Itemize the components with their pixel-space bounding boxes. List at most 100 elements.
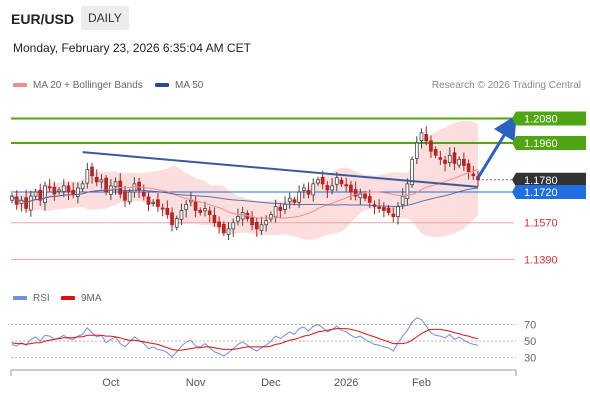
candle-body [462, 158, 466, 166]
legend-ma50: MA 50 [155, 80, 203, 91]
candle-body [236, 216, 240, 222]
candle [174, 215, 179, 231]
legend-rsi-label: RSI [33, 293, 50, 304]
candle-body [353, 189, 358, 197]
candle-body [80, 183, 85, 190]
candle [151, 199, 156, 207]
candle [382, 202, 386, 218]
chart-header: EUR/USD DAILY [0, 0, 590, 36]
candle [344, 177, 349, 192]
rsi-tick-label-50: 50 [524, 336, 536, 348]
legend-ma50-label: MA 50 [175, 80, 204, 91]
candle [429, 135, 433, 158]
candle [85, 162, 90, 189]
candle-body [419, 132, 424, 141]
candle-body [146, 196, 151, 205]
level-label-1.1720: 1.1720 [524, 187, 558, 199]
candle [203, 201, 207, 217]
candle-body [240, 212, 245, 220]
ma50-line [11, 187, 479, 207]
candle-body [52, 186, 57, 195]
candle-body [330, 185, 334, 191]
ma9-swatch-icon [61, 296, 75, 301]
candle-body [292, 199, 297, 203]
level-label-1.1960: 1.1960 [524, 138, 558, 150]
candle [28, 190, 33, 217]
candle [146, 191, 151, 212]
legend-9ma-label: 9MA [81, 293, 102, 304]
candle-body [433, 149, 438, 156]
candle [447, 147, 452, 167]
candle-body [28, 195, 33, 211]
candle [443, 155, 447, 172]
candle [61, 179, 66, 198]
legend-bollinger-label: MA 20 + Bollinger Bands [33, 80, 143, 91]
candle [231, 218, 236, 237]
forecast-arrow [476, 114, 517, 179]
timeframe-button[interactable]: DAILY [81, 6, 129, 30]
candle-body [184, 203, 189, 211]
candle [462, 152, 466, 171]
candle-body [358, 193, 363, 199]
bollinger-swatch-icon [13, 83, 27, 88]
candle [419, 128, 424, 149]
candle [123, 186, 127, 207]
candle-body [429, 140, 433, 152]
candle-body [127, 191, 132, 203]
candle-body [179, 210, 184, 220]
candle-body [264, 220, 269, 226]
candle-body [113, 181, 118, 188]
bollinger-band-area [12, 120, 478, 240]
candle [198, 207, 203, 216]
legend-rsi: RSI [13, 293, 50, 304]
x-tick-label-Dec: Dec [261, 377, 281, 389]
candle [353, 181, 358, 201]
candle-body [466, 163, 471, 173]
candle [410, 156, 414, 188]
ma50-swatch-icon [155, 83, 169, 88]
candle-body [207, 210, 212, 215]
candle [207, 206, 212, 223]
candle-body [273, 205, 278, 218]
rsi-tick-label-70: 70 [524, 319, 536, 331]
candle-body [443, 159, 447, 164]
x-tick-label-Nov: Nov [186, 377, 206, 389]
candle-body [203, 207, 207, 212]
candle-body [85, 169, 90, 184]
candle [292, 196, 297, 206]
candle [457, 156, 462, 169]
candle-body [344, 184, 349, 187]
candle-body [99, 179, 104, 183]
candle [254, 218, 259, 237]
candle [301, 183, 306, 199]
candle-body [212, 214, 217, 224]
candle-body [386, 207, 391, 213]
candle [113, 177, 118, 195]
candle [349, 180, 353, 201]
candle-body [156, 199, 160, 207]
level-tag-1.1960 [512, 135, 586, 150]
candle [226, 222, 231, 241]
candle-body [170, 212, 174, 226]
level-label-1.2080: 1.2080 [524, 113, 558, 125]
candle-body [339, 179, 344, 185]
candle [193, 196, 198, 218]
candle-body [325, 185, 330, 191]
candle [236, 208, 240, 226]
candle [104, 175, 108, 196]
candle-body [349, 184, 353, 193]
candle-body [226, 228, 231, 235]
research-credit: Research © 2026 Trading Central [431, 80, 581, 91]
candle-body [297, 191, 301, 203]
candle-body [94, 176, 99, 183]
rsi-tick-label-30: 30 [524, 353, 536, 365]
candle-body [301, 187, 306, 191]
level-label-1.1780: 1.1780 [524, 175, 558, 187]
candle-body [193, 201, 198, 211]
candle-body [132, 183, 137, 193]
candle-body [334, 177, 339, 185]
candle [240, 206, 245, 226]
candle [400, 188, 405, 210]
candle [287, 192, 292, 209]
